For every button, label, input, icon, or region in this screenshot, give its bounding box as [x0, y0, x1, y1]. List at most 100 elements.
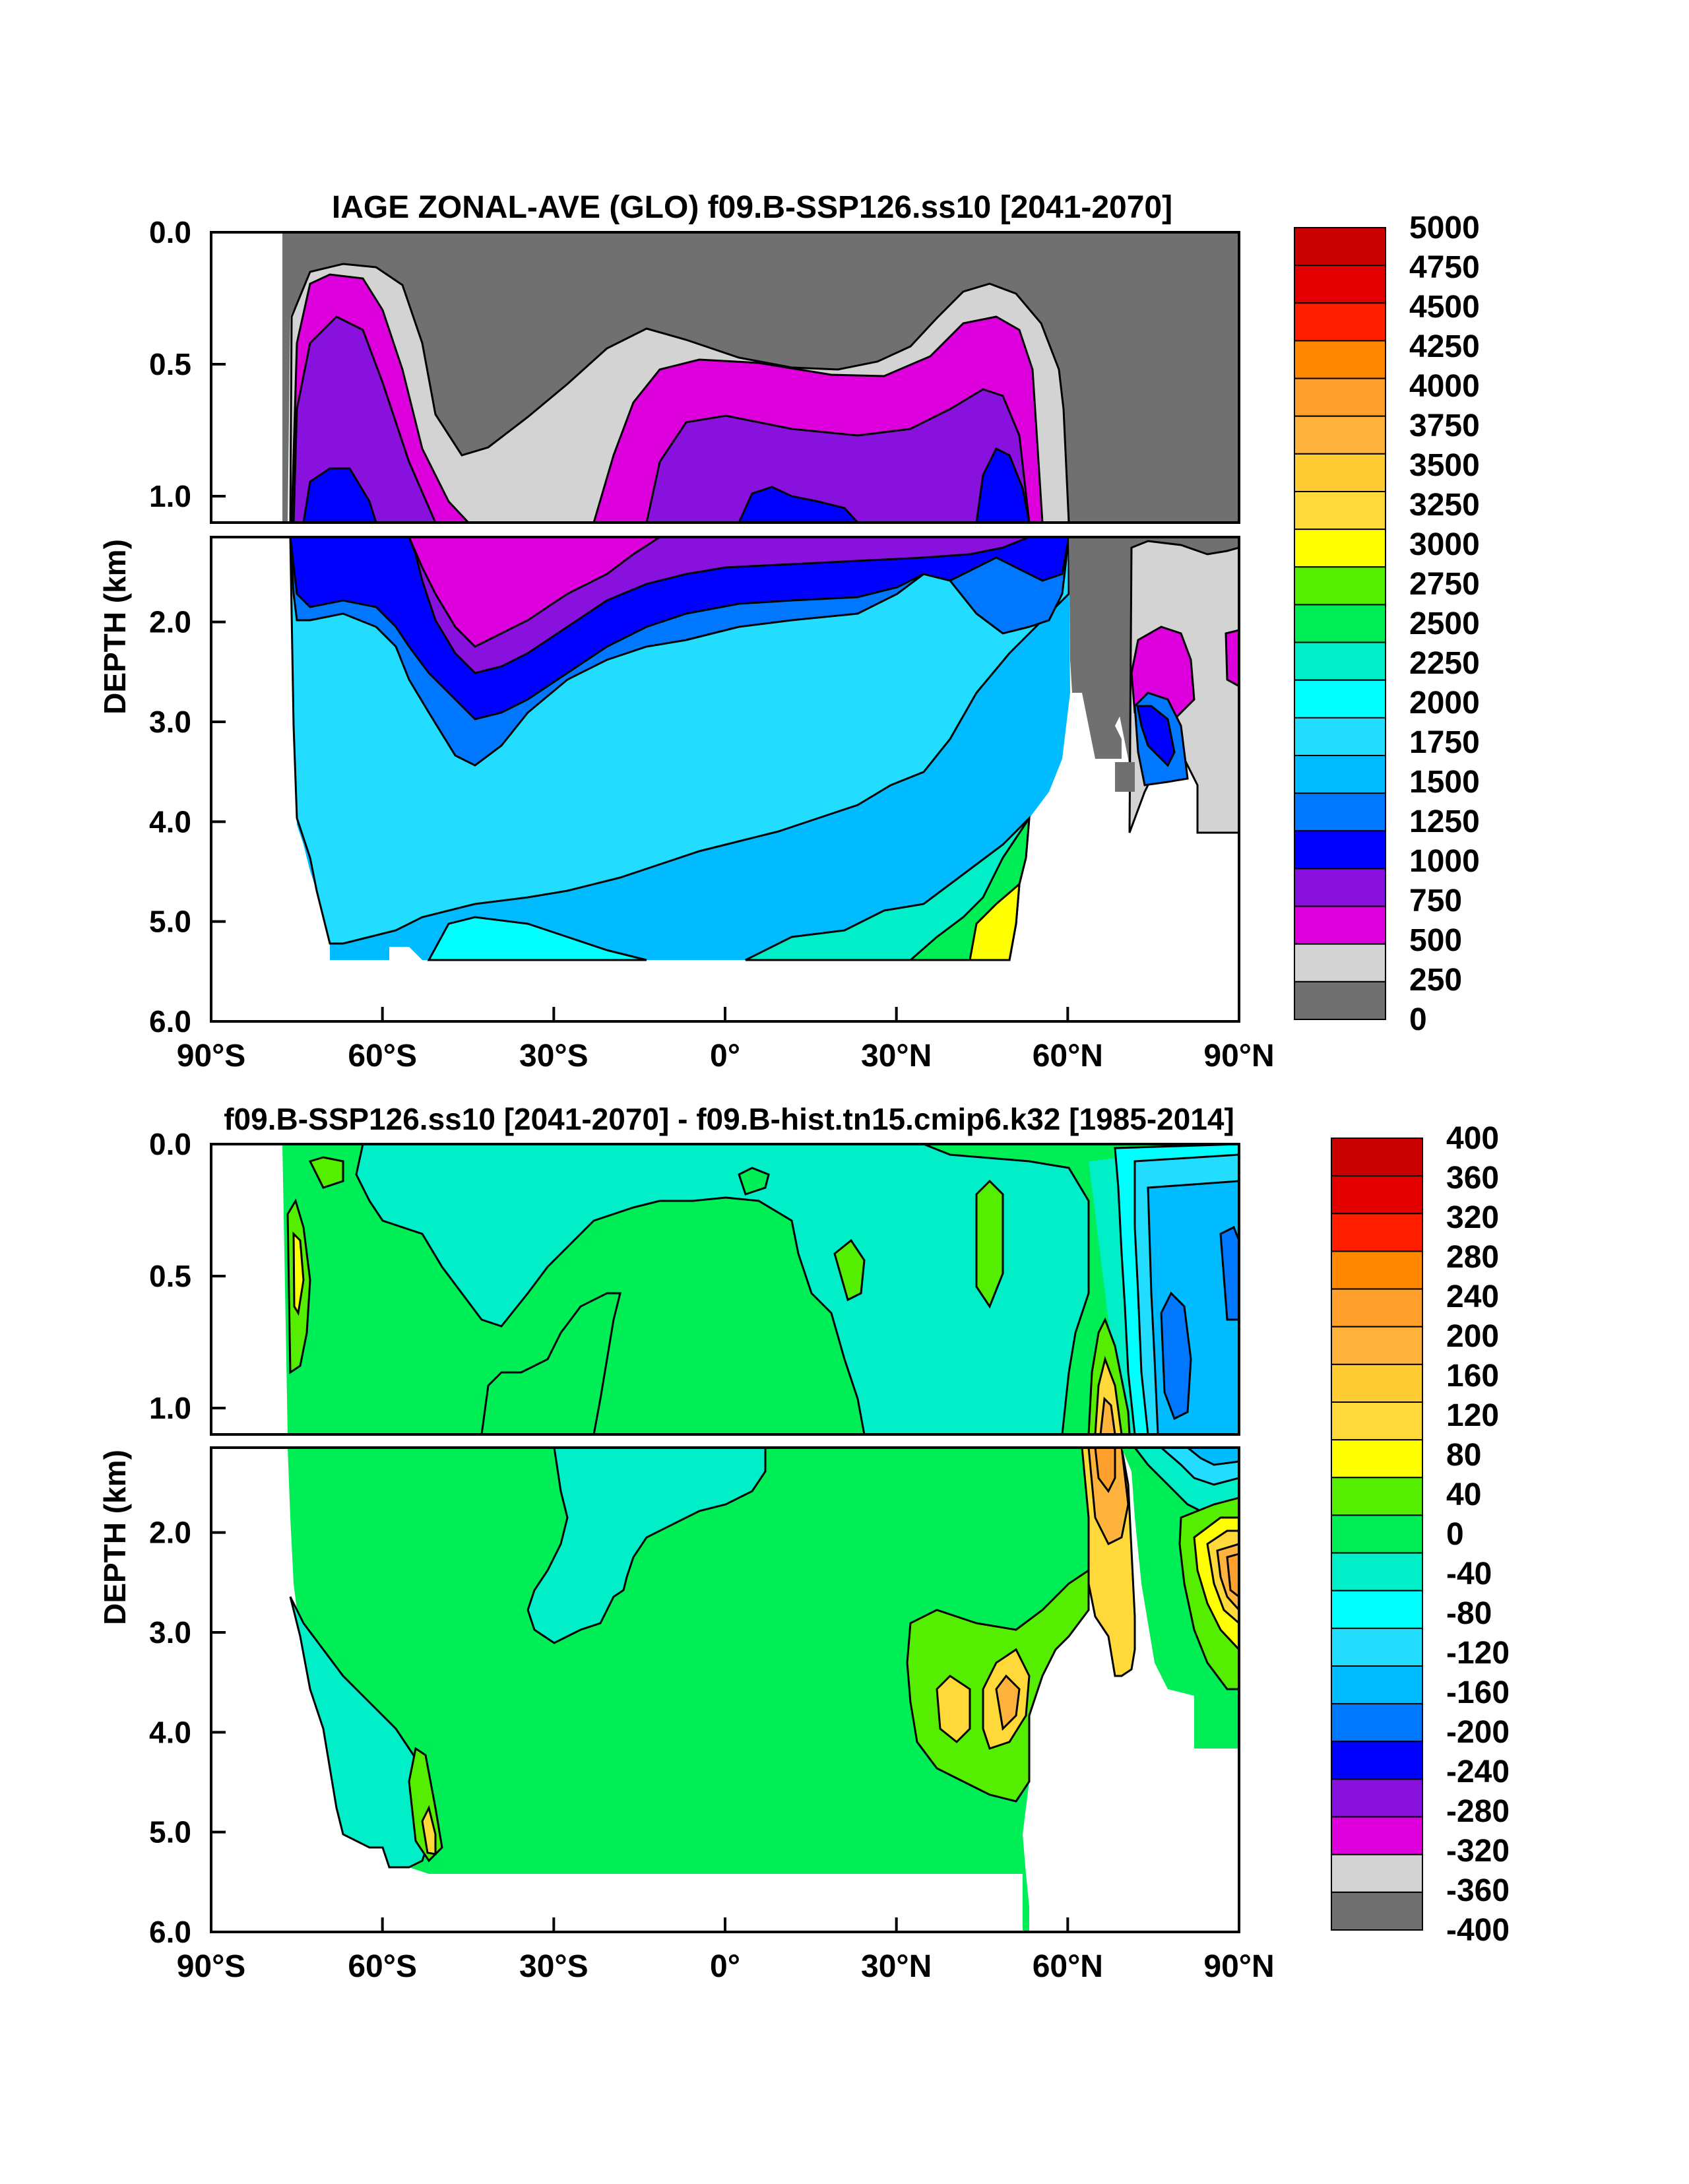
panel-a-colorbar-level-label: 1750	[1409, 725, 1480, 760]
panel-a-colorbar-swatch	[1294, 227, 1386, 267]
panel-b-colorbar-level-label: 120	[1446, 1398, 1499, 1433]
panel-b-upper-field	[211, 1144, 1239, 1434]
panel-b-lower-field	[211, 1448, 1239, 1932]
panel-a-axes: 90°S 60°S 30°S 0° 30°N 60°N 90°N 0.0 0.5 1.0 2.0 3.…	[149, 215, 1275, 1074]
panel-b-colorbar-swatch	[1331, 1138, 1423, 1177]
panel-b-colorbar-swatch	[1331, 1439, 1423, 1479]
panel-a-colorbar-swatch	[1294, 980, 1386, 1021]
panel-b-ylabel: DEPTH (km)	[98, 1450, 132, 1625]
panel-b-ytick-label: 0.0	[149, 1127, 191, 1161]
panel-a-colorbar-level-label: 2250	[1409, 646, 1480, 681]
panel-a-colorbar-swatch	[1294, 905, 1386, 945]
panel-b-ytick-label: 2.0	[149, 1516, 191, 1550]
panel-a-ytick-label: 4.0	[149, 804, 191, 839]
panel-a-colorbar: 5000475045004250400037503500325030002750…	[1294, 210, 1480, 1037]
panel-b-colorbar-level-label: 400	[1446, 1121, 1499, 1156]
panel-a-colorbar-level-label: 4000	[1409, 369, 1480, 404]
panel-b-upper-frame	[210, 1143, 1240, 1436]
panel-b-colorbar-level-label: 280	[1446, 1240, 1499, 1275]
panel-b-xtick-label: 60°S	[348, 1949, 417, 1984]
panel-b-colorbar-level-label: 0	[1446, 1517, 1464, 1552]
panel-a-xtick-label: 30°S	[519, 1039, 589, 1074]
panel-a-colorbar-level-label: 2500	[1409, 606, 1480, 641]
panel-a-xtick-label: 30°N	[861, 1039, 932, 1074]
panel-b-colorbar-swatch	[1331, 1891, 1423, 1931]
panel-a-colorbar-level-label: 1000	[1409, 844, 1480, 879]
panel-a-ytick-label: 1.0	[149, 479, 191, 513]
panel-b-colorbar-level-label: -360	[1446, 1873, 1510, 1908]
panel-a-ytick-label: 5.0	[149, 905, 191, 939]
panel-b-colorbar-swatch	[1331, 1741, 1423, 1780]
panel-a-colorbar-level-label: 1250	[1409, 804, 1480, 839]
panel-a-lower-field	[211, 537, 1239, 1021]
panel-a: IAGE ZONAL-AVE (GLO) f09.B-SSP126.ss10 […	[98, 190, 1480, 1074]
panel-b-ytick-label: 0.5	[149, 1259, 191, 1293]
panel-a-colorbar-level-label: 250	[1409, 963, 1462, 998]
panel-b: f09.B-SSP126.ss10 [2041-2070] - f09.B-hi…	[98, 1102, 1510, 1984]
panel-b-colorbar-level-label: -40	[1446, 1557, 1492, 1591]
panel-a-colorbar-level-label: 0	[1409, 1002, 1427, 1037]
panel-a-colorbar-swatch	[1294, 604, 1386, 643]
panel-a-ytick-label: 3.0	[149, 705, 191, 739]
panel-b-colorbar: 40036032028024020016012080400-40-80-120-…	[1331, 1121, 1510, 1948]
panel-b-colorbar-swatch	[1331, 1853, 1423, 1893]
panel-a-colorbar-swatch	[1294, 302, 1386, 342]
panel-b-colorbar-swatch	[1331, 1590, 1423, 1629]
panel-a-colorbar-swatch	[1294, 566, 1386, 606]
panel-b-colorbar-level-label: -160	[1446, 1675, 1510, 1710]
panel-a-xtick-label: 90°N	[1203, 1039, 1274, 1074]
panel-b-colorbar-level-label: -280	[1446, 1794, 1510, 1829]
panel-b-colorbar-level-label: -320	[1446, 1834, 1510, 1869]
panel-b-colorbar-swatch	[1331, 1514, 1423, 1554]
panel-a-colorbar-level-label: 5000	[1409, 210, 1480, 245]
panel-b-axes: 90°S 60°S 30°S 0° 30°N 60°N 90°N 0.0 0.5 1.0 2.0 3.…	[149, 1127, 1275, 1984]
panel-b-colorbar-level-label: 80	[1446, 1438, 1481, 1473]
panel-a-colorbar-level-label: 4250	[1409, 329, 1480, 364]
panel-a-colorbar-level-label: 1500	[1409, 765, 1480, 800]
panel-b-ytick-label: 6.0	[149, 1915, 191, 1949]
panel-a-colorbar-swatch	[1294, 265, 1386, 304]
panel-a-xtick-label: 0°	[710, 1039, 740, 1074]
panel-b-colorbar-level-label: -400	[1446, 1913, 1510, 1948]
panel-b-colorbar-level-label: 320	[1446, 1200, 1499, 1235]
panel-b-colorbar-level-label: 240	[1446, 1279, 1499, 1314]
panel-b-colorbar-swatch	[1331, 1627, 1423, 1667]
panel-b-colorbar-swatch	[1331, 1816, 1423, 1855]
panel-a-ytick-label: 6.0	[149, 1004, 191, 1039]
panel-b-colorbar-level-label: 200	[1446, 1319, 1499, 1354]
panel-b-colorbar-swatch	[1331, 1326, 1423, 1365]
panel-b-colorbar-level-label: 360	[1446, 1161, 1499, 1196]
panel-a-colorbar-swatch	[1294, 340, 1386, 379]
panel-a-xtick-label: 60°S	[348, 1039, 417, 1074]
panel-a-colorbar-swatch	[1294, 868, 1386, 907]
panel-a-colorbar-swatch	[1294, 792, 1386, 832]
panel-b-colorbar-level-label: -80	[1446, 1596, 1492, 1631]
panel-a-colorbar-level-label: 2000	[1409, 686, 1480, 721]
panel-b-colorbar-swatch	[1331, 1250, 1423, 1290]
panel-a-colorbar-level-label: 4750	[1409, 250, 1480, 285]
panel-b-xtick-label: 90°N	[1203, 1949, 1274, 1984]
panel-a-colorbar-swatch	[1294, 830, 1386, 870]
panel-a-colorbar-swatch	[1294, 641, 1386, 681]
panel-a-ylabel: DEPTH (km)	[98, 539, 132, 715]
panel-a-title: IAGE ZONAL-AVE (GLO) f09.B-SSP126.ss10 […	[332, 190, 1172, 225]
panel-a-colorbar-swatch	[1294, 415, 1386, 455]
panel-b-colorbar-level-label: 40	[1446, 1477, 1481, 1512]
panel-a-colorbar-swatch	[1294, 529, 1386, 568]
panel-b-colorbar-swatch	[1331, 1288, 1423, 1328]
panel-b-colorbar-level-label: 160	[1446, 1359, 1499, 1394]
panel-a-colorbar-swatch	[1294, 491, 1386, 530]
panel-b-xtick-label: 90°S	[177, 1949, 246, 1984]
panel-a-ytick-label: 0.5	[149, 347, 191, 381]
panel-b-colorbar-swatch	[1331, 1401, 1423, 1441]
panel-a-ytick-label: 2.0	[149, 605, 191, 639]
panel-a-colorbar-swatch	[1294, 453, 1386, 492]
panel-a-colorbar-level-label: 3750	[1409, 408, 1480, 443]
panel-a-colorbar-swatch	[1294, 377, 1386, 417]
panel-a-colorbar-level-label: 2750	[1409, 567, 1480, 602]
panel-b-ytick-label: 5.0	[149, 1815, 191, 1849]
panel-a-colorbar-level-label: 500	[1409, 923, 1462, 958]
panel-b-colorbar-swatch	[1331, 1703, 1423, 1743]
panel-a-colorbar-swatch	[1294, 679, 1386, 719]
panel-b-colorbar-level-label: -240	[1446, 1754, 1510, 1789]
